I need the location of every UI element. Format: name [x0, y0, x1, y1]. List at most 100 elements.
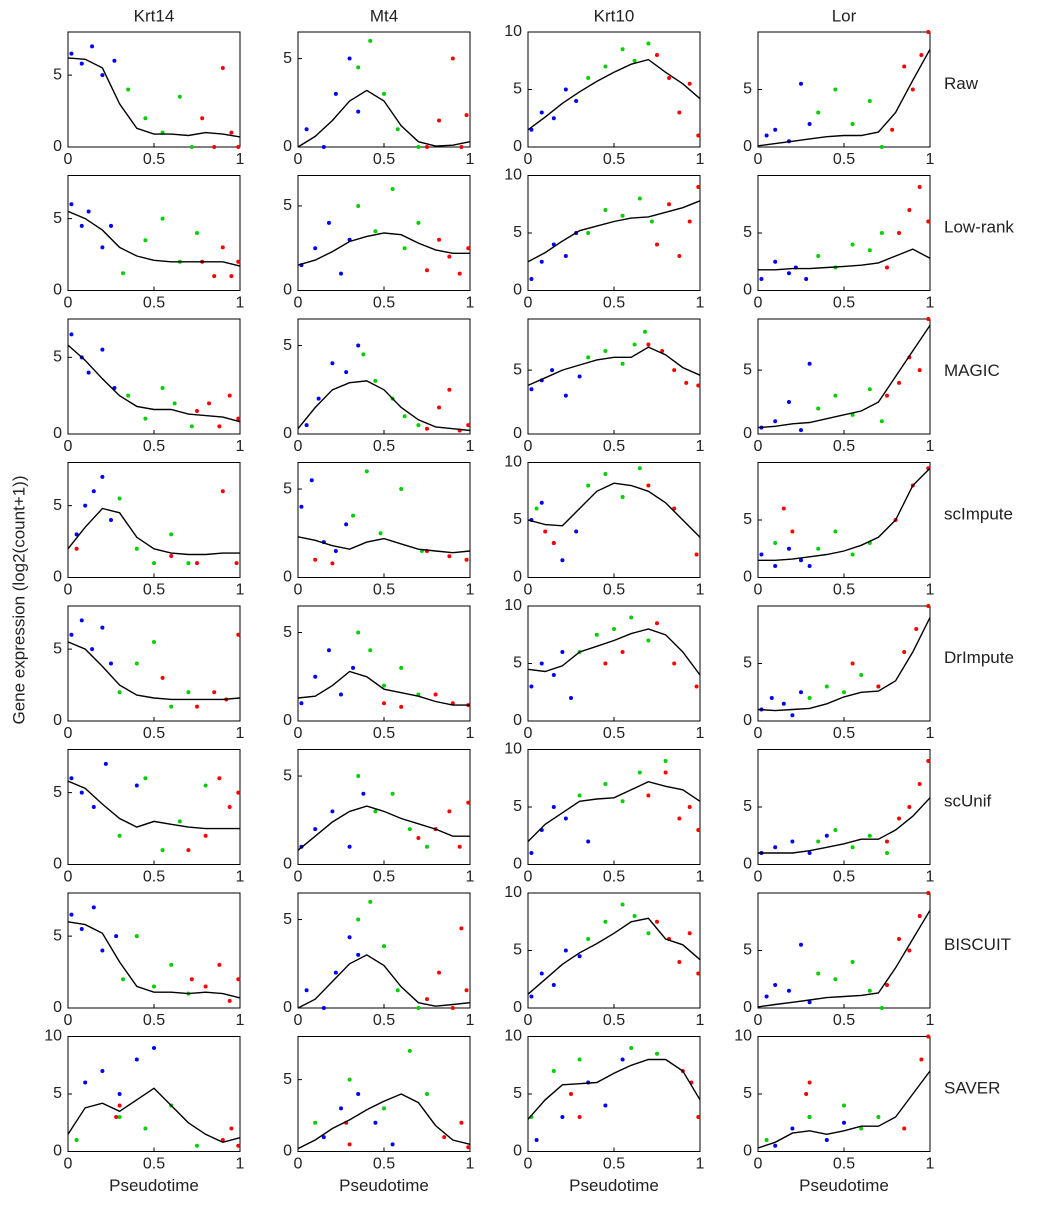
data-point [212, 145, 217, 149]
data-point [586, 355, 591, 360]
data-point [539, 110, 544, 115]
x-tick-label: 0 [754, 869, 763, 886]
data-point [382, 91, 386, 96]
data-point [816, 546, 821, 551]
y-tick-label: 5 [743, 361, 752, 378]
x-tick-label: 1 [926, 869, 935, 886]
data-point [339, 271, 343, 276]
data-point [807, 851, 812, 855]
y-tick-label: 5 [743, 798, 752, 815]
data-point [646, 342, 651, 347]
data-point [867, 988, 872, 993]
data-point [620, 902, 625, 907]
x-tick-label: 0 [754, 725, 763, 742]
data-point [186, 690, 191, 695]
data-point [790, 713, 795, 718]
trend-curve [67, 57, 241, 138]
data-point [885, 839, 889, 844]
plot-frame [527, 462, 701, 578]
data-point [620, 799, 625, 804]
trend-curve [297, 380, 471, 432]
data-point [807, 1115, 812, 1119]
x-tick-label: 0 [294, 1012, 303, 1029]
data-point [304, 423, 309, 428]
data-point [457, 844, 462, 849]
data-point [926, 1034, 931, 1039]
y-tick-label: 0 [53, 569, 62, 586]
data-point [663, 759, 668, 763]
data-point [876, 684, 881, 689]
data-point [885, 983, 889, 987]
panel: 0 0.5 1 0 5 [53, 318, 245, 455]
data-point [926, 219, 931, 224]
data-point [773, 419, 778, 424]
data-point [885, 265, 889, 270]
x-tick-label: 0 [524, 582, 533, 599]
data-point [529, 994, 534, 999]
data-point [850, 661, 855, 666]
y-tick-label: 0 [513, 138, 522, 155]
x-tick-label: 1 [926, 1012, 935, 1029]
y-tick-label: 5 [513, 81, 522, 98]
x-tick-label: 1 [696, 725, 705, 742]
x-tick-label: 0.5 [833, 151, 855, 168]
y-tick-label: 0 [283, 856, 292, 873]
x-tick-label: 0.5 [603, 1156, 625, 1173]
data-point [667, 202, 672, 207]
y-tick-label: 0 [53, 856, 62, 873]
x-axis-label: Pseudotime [109, 1176, 199, 1195]
data-point [529, 851, 534, 855]
data-point [437, 970, 442, 975]
data-point [663, 770, 668, 775]
row-label: Raw [944, 74, 979, 93]
y-tick-label: 10 [504, 23, 522, 40]
y-tick-label: 5 [513, 361, 522, 378]
x-tick-label: 0.5 [373, 869, 395, 886]
x-tick-label: 1 [696, 295, 705, 312]
data-point [620, 1057, 625, 1062]
trend-curve [757, 325, 931, 429]
x-tick-label: 0 [64, 725, 73, 742]
x-tick-label: 0 [64, 438, 73, 455]
x-tick-label: 0 [524, 1156, 533, 1173]
data-point [69, 912, 74, 917]
data-point [364, 469, 369, 474]
x-tick-label: 1 [466, 438, 475, 455]
y-tick-label: 5 [743, 224, 752, 241]
y-tick-label: 10 [504, 597, 522, 614]
data-point [333, 548, 338, 553]
trend-curve [757, 48, 931, 147]
y-tick-label: 5 [53, 210, 62, 227]
y-tick-label: 0 [743, 425, 752, 442]
data-point [696, 185, 701, 189]
x-tick-label: 0.5 [373, 582, 395, 599]
data-point [907, 805, 912, 809]
y-tick-label: 5 [283, 767, 292, 784]
y-tick-label: 0 [743, 712, 752, 729]
data-point [897, 380, 902, 385]
x-tick-label: 0.5 [603, 725, 625, 742]
data-point [464, 113, 469, 118]
data-point [907, 948, 912, 953]
data-point [543, 529, 548, 534]
data-point [876, 1115, 881, 1119]
y-axis-label: Gene expression (log2(count+1)) [9, 476, 28, 725]
data-point [914, 627, 919, 631]
data-point [646, 638, 651, 643]
x-tick-label: 0.5 [603, 295, 625, 312]
row-label: Low-rank [944, 217, 1014, 236]
panel: 0 0.5 1 0 5 [513, 318, 705, 455]
data-point [395, 127, 400, 132]
data-point [79, 926, 84, 931]
data-point [529, 277, 534, 281]
data-point [112, 58, 117, 63]
data-point [603, 782, 608, 786]
panel: Krt14 0 0.5 1 0 5 [53, 6, 244, 168]
data-point [786, 988, 791, 993]
data-point [229, 1126, 234, 1131]
y-tick-label: 5 [53, 497, 62, 514]
data-point [677, 254, 682, 258]
data-point [169, 532, 174, 537]
data-point [799, 428, 803, 433]
data-point [696, 383, 701, 388]
